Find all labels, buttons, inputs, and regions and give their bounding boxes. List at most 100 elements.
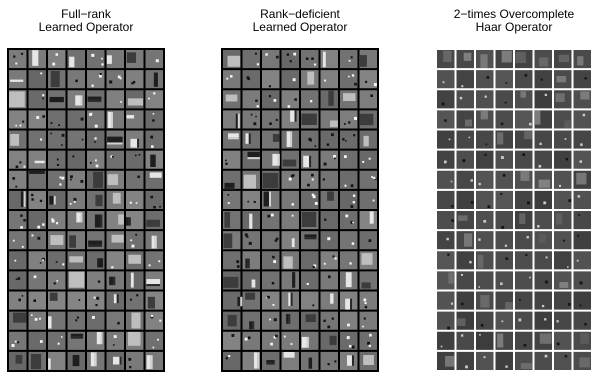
filter-tile bbox=[28, 90, 46, 109]
filter-tile bbox=[476, 231, 494, 250]
filter-tile bbox=[223, 190, 241, 209]
filter-tile bbox=[242, 70, 260, 89]
filter-tile bbox=[554, 130, 572, 149]
filter-tile bbox=[554, 211, 572, 230]
filter-tile bbox=[262, 170, 280, 189]
filter-tile bbox=[495, 170, 513, 189]
panel-title: Rank−deficient Learned Operator bbox=[195, 8, 405, 34]
filter-tile bbox=[359, 331, 377, 350]
filter-tile bbox=[320, 50, 338, 69]
filter-tile bbox=[126, 190, 144, 209]
filter-tile bbox=[476, 311, 494, 330]
filter-tile bbox=[534, 211, 552, 230]
filter-tile bbox=[534, 271, 552, 290]
filter-tile bbox=[145, 50, 163, 69]
filter-tile bbox=[262, 231, 280, 250]
filter-tile bbox=[48, 130, 66, 149]
filter-tile bbox=[456, 50, 474, 69]
filter-tile bbox=[145, 251, 163, 270]
filter-tile bbox=[573, 351, 591, 370]
filter-tile bbox=[126, 50, 144, 69]
filter-tile bbox=[67, 331, 85, 350]
filter-tile bbox=[48, 291, 66, 310]
filter-tile bbox=[9, 70, 27, 89]
filter-tile bbox=[281, 70, 299, 89]
filter-tile bbox=[437, 251, 455, 270]
filter-tile bbox=[48, 311, 66, 330]
filter-tile bbox=[301, 170, 319, 189]
filter-tile bbox=[359, 271, 377, 290]
filter-tile bbox=[223, 110, 241, 129]
filter-tile bbox=[106, 50, 124, 69]
filter-tile bbox=[281, 130, 299, 149]
filter-tile bbox=[67, 90, 85, 109]
filter-tile bbox=[262, 291, 280, 310]
filter-tile bbox=[320, 311, 338, 330]
filter-tile bbox=[145, 271, 163, 290]
panel-haar: 2−times Overcomplete Haar Operator bbox=[429, 0, 599, 376]
filter-tile bbox=[437, 231, 455, 250]
filter-tile bbox=[145, 291, 163, 310]
filter-tile bbox=[126, 150, 144, 169]
filter-tile bbox=[437, 170, 455, 189]
filter-tile bbox=[301, 90, 319, 109]
filter-tile bbox=[223, 351, 241, 370]
filter-tile bbox=[262, 90, 280, 109]
filter-tile bbox=[67, 50, 85, 69]
filter-tile bbox=[262, 211, 280, 230]
filter-tile bbox=[554, 110, 572, 129]
filter-tile bbox=[145, 70, 163, 89]
filter-tile bbox=[495, 251, 513, 270]
filter-tile bbox=[262, 311, 280, 330]
panel-title: 2−times Overcomplete Haar Operator bbox=[409, 8, 602, 34]
filter-tile bbox=[223, 50, 241, 69]
filter-tile bbox=[534, 90, 552, 109]
filter-tile bbox=[281, 331, 299, 350]
filter-tile bbox=[28, 231, 46, 250]
filter-tile bbox=[456, 211, 474, 230]
filter-tile bbox=[223, 251, 241, 270]
filter-tile bbox=[573, 130, 591, 149]
filter-tile bbox=[87, 70, 105, 89]
filter-tile bbox=[495, 351, 513, 370]
filter-tile bbox=[495, 271, 513, 290]
filter-tile bbox=[242, 50, 260, 69]
filter-tile bbox=[28, 351, 46, 370]
filter-tile bbox=[515, 211, 533, 230]
filter-tile bbox=[437, 90, 455, 109]
filter-tile bbox=[301, 271, 319, 290]
filter-tile bbox=[437, 331, 455, 350]
filter-tile bbox=[9, 90, 27, 109]
filter-tile bbox=[48, 50, 66, 69]
filter-tile bbox=[476, 291, 494, 310]
filter-tile bbox=[242, 271, 260, 290]
filter-tile bbox=[359, 50, 377, 69]
filter-tile bbox=[320, 331, 338, 350]
filter-tile bbox=[554, 231, 572, 250]
filter-tile bbox=[495, 331, 513, 350]
filter-tile bbox=[262, 251, 280, 270]
filter-tile bbox=[437, 130, 455, 149]
filter-tile bbox=[320, 251, 338, 270]
filter-tile bbox=[145, 110, 163, 129]
filter-tile bbox=[87, 231, 105, 250]
filter-tile bbox=[554, 90, 572, 109]
filter-tile bbox=[340, 331, 358, 350]
filter-tile bbox=[534, 170, 552, 189]
filter-tile bbox=[9, 311, 27, 330]
filter-tile bbox=[340, 170, 358, 189]
filter-tile bbox=[242, 190, 260, 209]
filter-tile bbox=[67, 70, 85, 89]
filter-tile bbox=[126, 331, 144, 350]
filter-tile bbox=[573, 291, 591, 310]
filter-tile bbox=[437, 70, 455, 89]
filter-tile bbox=[554, 150, 572, 169]
filter-tile bbox=[515, 251, 533, 270]
filter-tile bbox=[359, 190, 377, 209]
filter-tile bbox=[126, 351, 144, 370]
filter-tile bbox=[106, 190, 124, 209]
filter-tile bbox=[87, 190, 105, 209]
filter-tile bbox=[534, 190, 552, 209]
filter-tile bbox=[87, 311, 105, 330]
filter-tile bbox=[340, 311, 358, 330]
